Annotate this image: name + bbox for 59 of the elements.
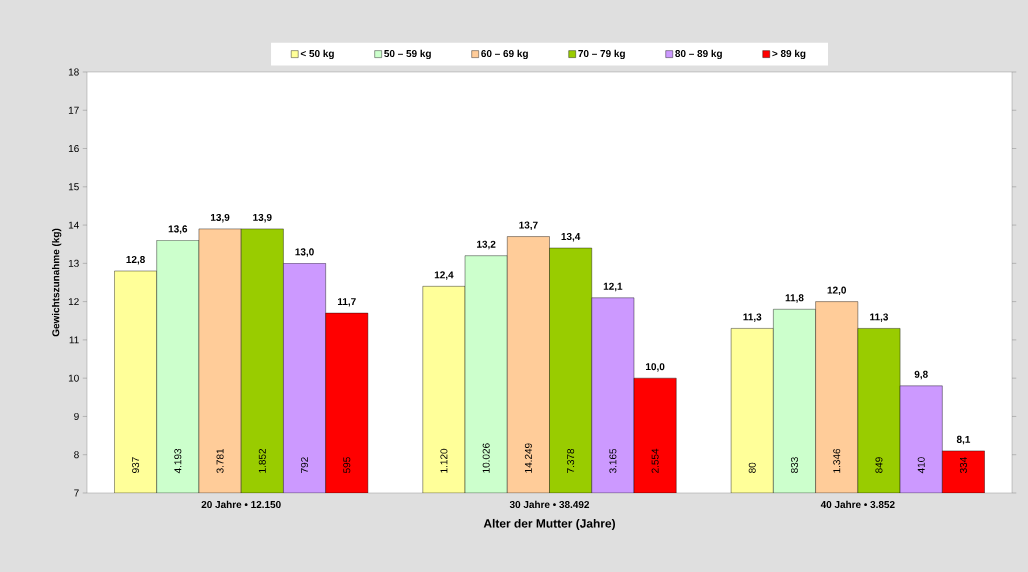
y-tick-label: 17: [68, 106, 79, 114]
annotation: 2.554: [651, 448, 659, 473]
data-label: 13,6: [168, 225, 188, 234]
data-label: 12,4: [434, 271, 454, 280]
y-tick-label: 8: [74, 451, 79, 459]
legend-label: > 89 kg: [772, 49, 806, 60]
y-tick-label: 9: [74, 412, 79, 420]
data-label: 13,7: [519, 221, 538, 231]
data-label: 10,0: [646, 363, 665, 372]
y-tick-label: 7: [74, 489, 79, 497]
y-tick-label: 10: [68, 374, 79, 382]
y-tick-label: 18: [68, 68, 79, 76]
data-label: 12,1: [603, 282, 623, 292]
annotation: 334: [959, 457, 967, 474]
annotation: 10.026: [482, 443, 490, 473]
legend-label: < 50 kg: [300, 49, 334, 60]
annotation: 833: [790, 457, 799, 473]
y-tick-label: 11: [69, 336, 79, 344]
legend-label: 80 – 89 kg: [675, 49, 722, 60]
data-label: 11,7: [337, 298, 356, 307]
y-tick-label: 13: [68, 259, 79, 267]
data-label: 13,0: [295, 248, 314, 257]
data-label: 11,8: [785, 294, 804, 303]
data-label: 12,8: [126, 255, 145, 265]
y-tick-label: 16: [68, 145, 79, 153]
annotation: 937: [132, 457, 140, 473]
annotation: 595: [343, 457, 351, 473]
x-axis-title: Alter der Mutter (Jahre): [483, 518, 615, 531]
y-axis-title: Gewichtszunahme (kg): [51, 228, 62, 337]
y-tick-label: 12: [68, 298, 79, 306]
annotation: 1.120: [440, 448, 448, 473]
data-label: 9,8: [914, 370, 928, 380]
legend-label: 50 – 59 kg: [384, 49, 431, 60]
y-tick-label: 15: [68, 183, 79, 191]
data-label: 13,4: [561, 233, 581, 242]
data-label: 11,3: [743, 313, 762, 322]
annotation: 3.165: [609, 448, 617, 474]
annotation: 80: [748, 462, 756, 473]
annotation: 4.193: [174, 448, 182, 474]
x-tick-label: 30 Jahre • 38.492: [509, 500, 590, 509]
data-label: 13,2: [477, 240, 496, 250]
annotation: 3.781: [216, 448, 224, 474]
y-tick-label: 14: [68, 221, 79, 229]
annotation: 1.346: [833, 448, 841, 473]
data-label: 11,3: [870, 313, 889, 322]
annotation: 410: [917, 457, 925, 474]
legend-label: 60 – 69 kg: [481, 49, 528, 60]
data-label: 8,1: [956, 435, 971, 445]
x-tick-label: 40 Jahre • 3.852: [820, 500, 895, 509]
data-label: 13,9: [210, 213, 230, 223]
annotation: 7.378: [567, 448, 575, 473]
x-tick-label: 20 Jahre • 12.150: [201, 500, 281, 509]
annotation: 849: [875, 457, 883, 473]
legend-label: 70 – 79 kg: [578, 49, 625, 60]
data-label: 12,0: [827, 286, 847, 296]
annotation: 1.852: [258, 448, 266, 473]
data-label: 13,9: [253, 213, 272, 223]
annotation: 14.249: [524, 443, 532, 473]
annotation: 792: [301, 457, 309, 473]
